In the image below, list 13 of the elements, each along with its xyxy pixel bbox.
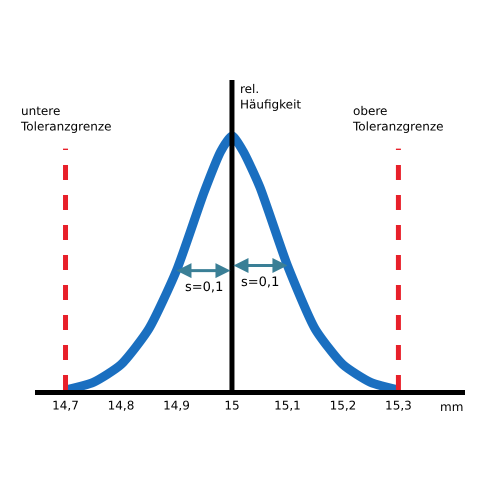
annotation: s=0,1 — [185, 280, 224, 295]
ref-line-label: untere Toleranzgrenze — [20, 104, 112, 134]
x-tick-label: 14,9 — [163, 398, 190, 412]
x-tick-label: 15,1 — [274, 398, 301, 412]
x-tick-label: 15 — [224, 398, 240, 412]
x-tick-label: 14,7 — [52, 398, 79, 412]
x-axis-title: mm — [440, 400, 464, 414]
x-tick-label: 14,8 — [108, 398, 134, 412]
annotation: s=0,1 — [241, 275, 280, 290]
x-tick-label: 15,3 — [385, 398, 412, 412]
ref-line-label: obere Toleranzgrenze — [352, 104, 444, 134]
x-tick-label: 15,2 — [330, 398, 356, 412]
y-axis-title: rel. Häufigkeit — [240, 82, 302, 112]
